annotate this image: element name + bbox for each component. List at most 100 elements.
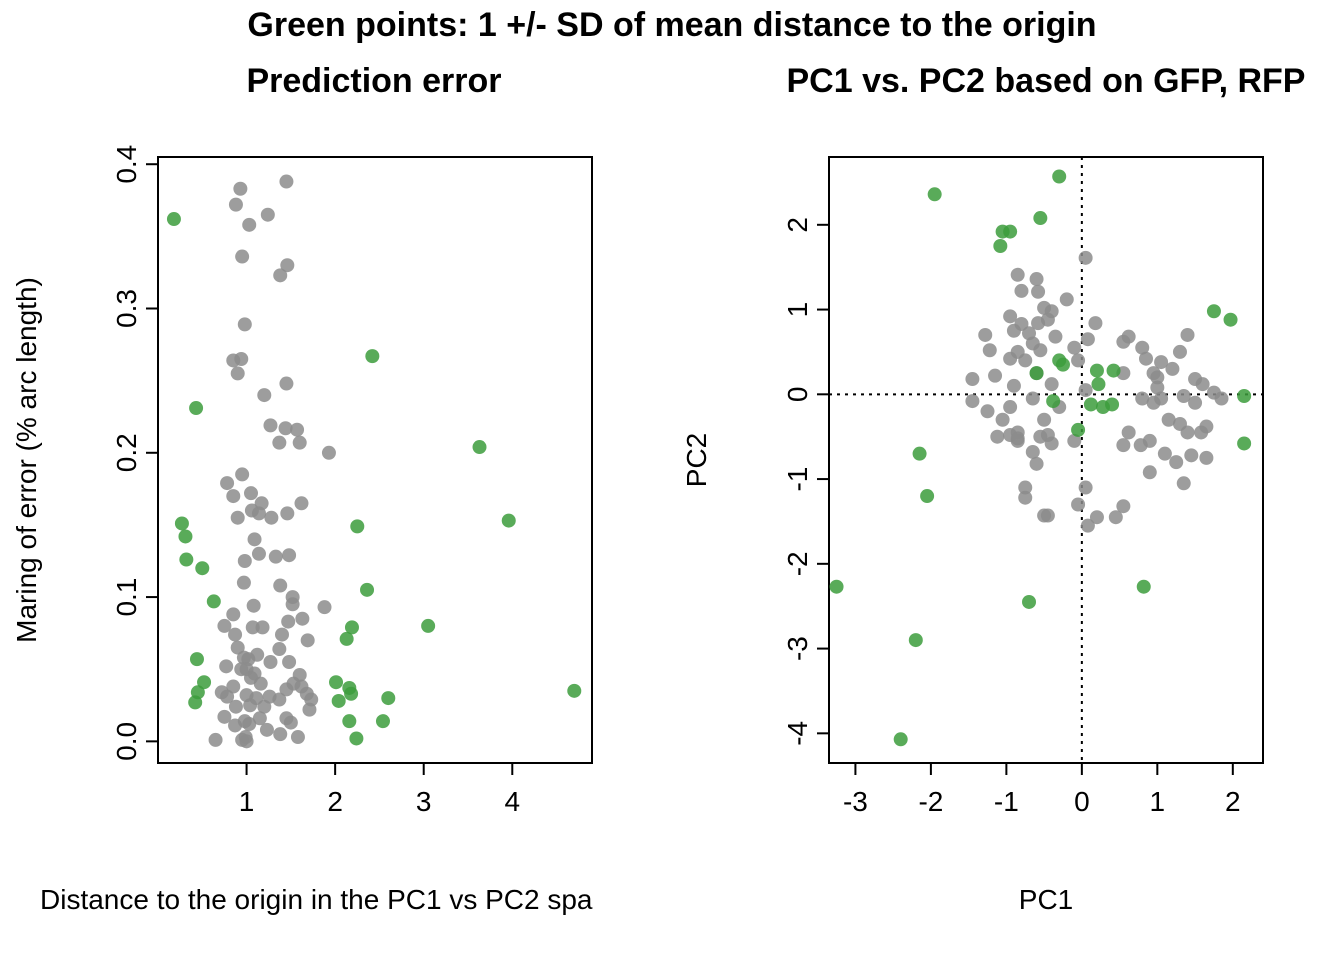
right-point-grey bbox=[1176, 389, 1191, 404]
right-point-green bbox=[1029, 366, 1044, 381]
left-point-grey bbox=[226, 489, 241, 504]
left-x-tick-label: 1 bbox=[239, 786, 255, 817]
left-point-grey bbox=[257, 388, 272, 403]
right-point-grey bbox=[1078, 383, 1093, 398]
right-point-grey bbox=[978, 327, 993, 342]
left-point-grey bbox=[302, 702, 317, 717]
right-point-green bbox=[995, 224, 1010, 239]
right-y-tick-label: -4 bbox=[782, 721, 813, 746]
left-point-grey bbox=[230, 510, 245, 525]
left-point-grey bbox=[228, 718, 243, 733]
left-point-grey bbox=[253, 676, 268, 691]
right-point-grey bbox=[1116, 438, 1131, 453]
left-point-grey bbox=[275, 627, 289, 642]
left-point-green bbox=[567, 683, 582, 698]
left-point-grey bbox=[236, 575, 251, 590]
right-y-tick-label: 2 bbox=[782, 217, 813, 233]
left-point-green bbox=[360, 582, 375, 597]
left-point-grey bbox=[242, 217, 257, 232]
right-point-grey bbox=[1078, 250, 1093, 265]
left-point-grey bbox=[257, 699, 272, 714]
right-point-grey bbox=[1018, 480, 1033, 495]
left-point-green bbox=[350, 519, 365, 534]
right-point-grey bbox=[1071, 353, 1086, 368]
right-point-grey bbox=[1018, 353, 1033, 368]
right-point-grey bbox=[1176, 476, 1191, 491]
right-point-green bbox=[927, 187, 942, 202]
left-point-green bbox=[501, 513, 516, 528]
left-point-green bbox=[166, 212, 181, 227]
left-point-grey bbox=[242, 717, 257, 732]
right-point-grey bbox=[1188, 395, 1203, 410]
right-point-grey bbox=[965, 394, 980, 409]
right-point-grey bbox=[1180, 425, 1195, 440]
left-point-green bbox=[197, 675, 212, 690]
right-point-grey bbox=[1059, 292, 1074, 307]
left-point-grey bbox=[251, 546, 266, 561]
right-x-tick-label: 2 bbox=[1225, 786, 1241, 817]
right-point-grey bbox=[982, 343, 997, 358]
right-point-green bbox=[1237, 389, 1252, 404]
right-point-green bbox=[1046, 394, 1061, 409]
left-y-tick-label: 0.1 bbox=[111, 578, 142, 617]
left-y-tick-label: 0.3 bbox=[111, 289, 142, 328]
right-point-grey bbox=[990, 429, 1005, 444]
right-point-grey bbox=[1169, 455, 1184, 470]
right-chart: PC1 vs. PC2 based on GFP, RFP -4 -3 -2 -1 0 1… bbox=[681, 62, 1305, 915]
left-point-grey bbox=[228, 699, 243, 714]
right-y-axis: -4 -3 -2 -1 0 1 2 bbox=[782, 217, 829, 746]
left-point-grey bbox=[264, 510, 279, 525]
left-point-grey bbox=[252, 711, 267, 726]
right-point-green bbox=[1237, 436, 1252, 451]
left-point-green bbox=[344, 686, 359, 701]
right-point-grey bbox=[1154, 355, 1169, 370]
right-point-grey bbox=[1078, 480, 1093, 495]
right-point-grey bbox=[1172, 344, 1187, 359]
right-point-grey bbox=[1080, 518, 1095, 533]
left-point-grey bbox=[237, 317, 252, 332]
left-y-axis-label: Maring of error (% arc length) bbox=[11, 277, 42, 643]
right-point-grey bbox=[1121, 425, 1136, 440]
left-point-grey bbox=[321, 445, 336, 460]
right-chart-title: PC1 vs. PC2 based on GFP, RFP bbox=[787, 62, 1306, 100]
right-point-green bbox=[1055, 357, 1070, 372]
left-point-green bbox=[179, 552, 194, 567]
left-point-grey bbox=[255, 620, 270, 635]
left-point-grey bbox=[290, 422, 305, 437]
left-point-grey bbox=[273, 727, 288, 742]
right-x-tick-label: 1 bbox=[1150, 786, 1166, 817]
left-x-axis: 1 2 3 4 bbox=[239, 763, 520, 817]
right-point-grey bbox=[1040, 508, 1055, 523]
right-point-grey bbox=[1194, 425, 1209, 440]
left-point-grey bbox=[290, 730, 305, 745]
left-point-grey bbox=[239, 734, 254, 749]
right-point-grey bbox=[1195, 377, 1210, 392]
left-point-green bbox=[421, 618, 436, 633]
left-point-grey bbox=[294, 496, 309, 511]
left-point-grey bbox=[243, 698, 258, 713]
right-point-grey bbox=[1146, 395, 1161, 410]
left-point-grey bbox=[244, 486, 258, 501]
left-point-grey bbox=[228, 627, 243, 642]
left-point-grey bbox=[217, 618, 232, 633]
left-point-green bbox=[174, 516, 189, 531]
right-point-grey bbox=[1031, 316, 1046, 331]
left-point-grey bbox=[263, 655, 278, 669]
left-point-grey bbox=[233, 181, 248, 196]
left-point-green bbox=[195, 561, 210, 576]
right-point-grey bbox=[1133, 438, 1148, 453]
left-point-grey bbox=[280, 258, 295, 273]
right-point-grey bbox=[1044, 436, 1059, 451]
left-point-grey bbox=[220, 689, 235, 704]
left-point-grey bbox=[237, 554, 252, 568]
right-point-grey bbox=[1135, 340, 1150, 355]
right-point-grey bbox=[1199, 450, 1214, 465]
right-points bbox=[829, 169, 1252, 747]
left-x-tick-label: 2 bbox=[327, 786, 343, 817]
right-point-grey bbox=[1033, 343, 1048, 358]
right-point-grey bbox=[1180, 327, 1195, 342]
right-point-grey bbox=[1003, 427, 1018, 442]
left-point-grey bbox=[273, 268, 288, 283]
left-plot-frame bbox=[157, 156, 593, 764]
right-point-grey bbox=[1165, 361, 1180, 376]
